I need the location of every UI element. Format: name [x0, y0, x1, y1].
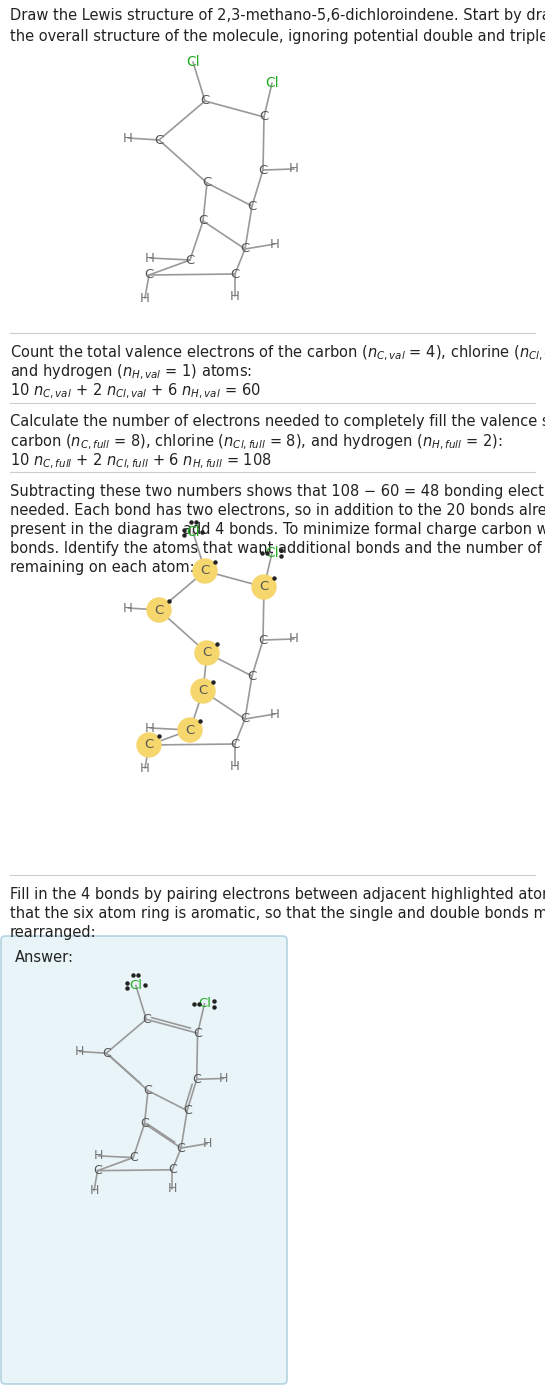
Text: Answer:: Answer: [15, 950, 74, 965]
Text: H: H [230, 759, 240, 773]
Text: C: C [247, 670, 257, 683]
Text: C: C [259, 581, 269, 593]
Text: C: C [177, 1141, 185, 1155]
Text: and hydrogen ($n_{H,val}$ = 1) atoms:: and hydrogen ($n_{H,val}$ = 1) atoms: [10, 364, 252, 382]
Text: H: H [289, 632, 299, 645]
Text: Cl: Cl [265, 77, 279, 91]
Text: C: C [201, 95, 210, 107]
Text: Draw the Lewis structure of 2,3-methano-5,6-dichloroindene. Start by drawing
the: Draw the Lewis structure of 2,3-methano-… [10, 8, 545, 45]
Text: C: C [240, 242, 250, 255]
Text: C: C [247, 199, 257, 213]
Text: H: H [289, 163, 299, 176]
Text: Cl: Cl [129, 979, 142, 992]
Text: C: C [231, 267, 240, 280]
Text: C: C [154, 603, 164, 617]
Text: H: H [145, 722, 155, 734]
Text: C: C [240, 712, 250, 726]
Circle shape [191, 678, 215, 703]
Text: H: H [140, 291, 150, 305]
Text: carbon ($n_{C,full}$ = 8), chlorine ($n_{Cl,full}$ = 8), and hydrogen ($n_{H,ful: carbon ($n_{C,full}$ = 8), chlorine ($n_… [10, 433, 502, 453]
Text: Calculate the number of electrons needed to completely fill the valence shells f: Calculate the number of electrons needed… [10, 414, 545, 429]
Text: rearranged:: rearranged: [10, 925, 96, 940]
Text: C: C [202, 177, 211, 189]
Text: C: C [142, 1013, 150, 1025]
Text: C: C [144, 738, 154, 751]
Text: C: C [192, 1073, 201, 1085]
Circle shape [147, 598, 171, 623]
Text: C: C [93, 1165, 102, 1177]
Text: C: C [258, 634, 268, 646]
Circle shape [193, 559, 217, 584]
Text: that the six atom ring is aromatic, so that the single and double bonds may be: that the six atom ring is aromatic, so t… [10, 905, 545, 921]
Circle shape [178, 717, 202, 742]
Text: C: C [140, 1117, 149, 1130]
Text: Fill in the 4 bonds by pairing electrons between adjacent highlighted atoms. Not: Fill in the 4 bonds by pairing electrons… [10, 887, 545, 903]
Text: C: C [154, 134, 164, 146]
Text: C: C [193, 1027, 202, 1039]
Text: C: C [259, 110, 269, 124]
Text: C: C [198, 684, 208, 698]
Text: H: H [75, 1045, 84, 1057]
Text: Cl: Cl [265, 546, 279, 560]
Text: C: C [231, 737, 240, 751]
Text: C: C [183, 1105, 191, 1117]
Circle shape [137, 733, 161, 756]
Text: H: H [94, 1149, 103, 1162]
Text: Cl: Cl [186, 525, 200, 539]
Text: bonds. Identify the atoms that want additional bonds and the number of electrons: bonds. Identify the atoms that want addi… [10, 540, 545, 556]
Text: C: C [185, 254, 195, 266]
Text: H: H [140, 762, 150, 775]
Text: C: C [168, 1163, 177, 1176]
Text: C: C [185, 723, 195, 737]
Text: C: C [198, 215, 208, 227]
Text: Cl: Cl [198, 997, 211, 1010]
Text: C: C [258, 163, 268, 177]
Text: C: C [144, 269, 154, 281]
Text: C: C [201, 564, 210, 578]
Text: remaining on each atom:: remaining on each atom: [10, 560, 195, 575]
Text: H: H [123, 131, 133, 145]
Text: Subtracting these two numbers shows that 108 − 60 = 48 bonding electrons are: Subtracting these two numbers shows that… [10, 483, 545, 499]
Text: needed. Each bond has two electrons, so in addition to the 20 bonds already: needed. Each bond has two electrons, so … [10, 503, 545, 518]
Text: H: H [230, 290, 240, 302]
Text: H: H [203, 1137, 212, 1151]
Circle shape [252, 575, 276, 599]
Text: Count the total valence electrons of the carbon ($n_{C,val}$ = 4), chlorine ($n_: Count the total valence electrons of the… [10, 344, 545, 364]
Text: H: H [145, 252, 155, 265]
Text: 10 $n_{C,full}$ + 2 $n_{Cl,full}$ + 6 $n_{H,full}$ = 108: 10 $n_{C,full}$ + 2 $n_{Cl,full}$ + 6 $n… [10, 451, 272, 471]
Text: H: H [123, 602, 133, 614]
Text: H: H [219, 1073, 228, 1085]
Circle shape [195, 641, 219, 664]
FancyBboxPatch shape [1, 936, 287, 1385]
Text: H: H [270, 237, 280, 251]
Text: 10 $n_{C,val}$ + 2 $n_{Cl,val}$ + 6 $n_{H,val}$ = 60: 10 $n_{C,val}$ + 2 $n_{Cl,val}$ + 6 $n_{… [10, 382, 261, 401]
Text: C: C [102, 1046, 111, 1060]
Text: C: C [129, 1151, 137, 1165]
Text: Cl: Cl [186, 54, 200, 70]
Text: H: H [270, 708, 280, 720]
Text: H: H [89, 1184, 99, 1197]
Text: C: C [144, 1084, 153, 1098]
Text: present in the diagram add 4 bonds. To minimize formal charge carbon wants 4: present in the diagram add 4 bonds. To m… [10, 522, 545, 536]
Text: H: H [168, 1183, 177, 1195]
Text: C: C [202, 646, 211, 659]
